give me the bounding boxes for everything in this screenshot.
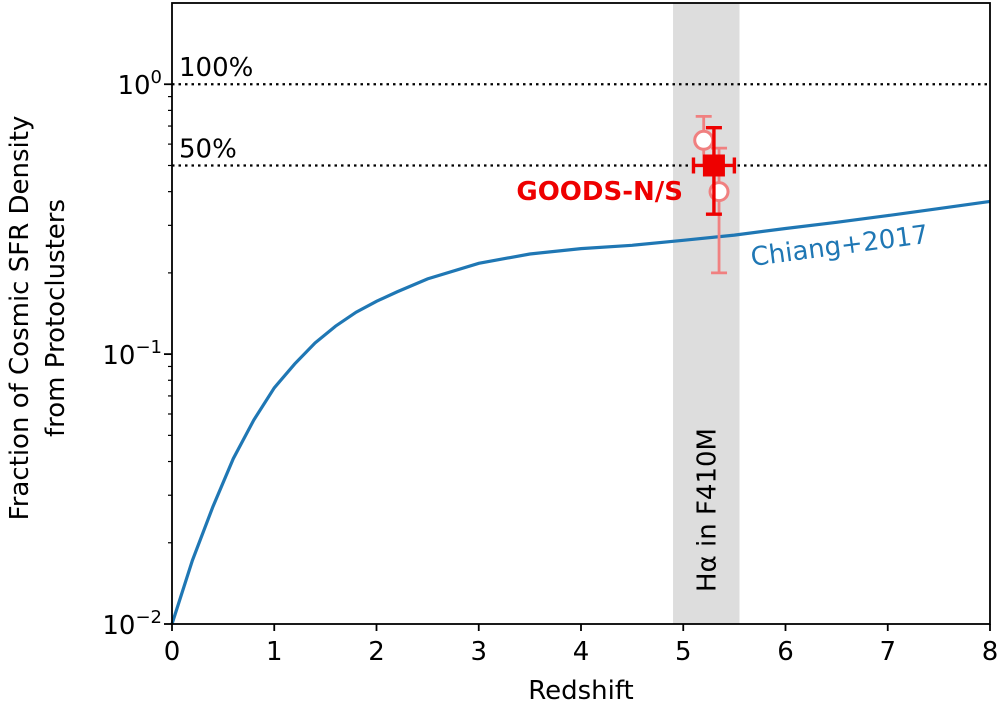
x-tick-label-3: 3 (470, 637, 487, 667)
band-label: Hα in F410M (692, 428, 722, 592)
y-tick-label-1: 10−1 (102, 337, 162, 371)
x-tick-label-5: 5 (675, 637, 692, 667)
y-tick-exponent-1: −1 (135, 337, 162, 358)
x-tick-label-7: 7 (879, 637, 896, 667)
y-tick-exponent-2: 0 (151, 67, 162, 88)
x-tick-label-6: 6 (777, 637, 794, 667)
y-axis-title-line1: Fraction of Cosmic SFR Density (5, 116, 35, 521)
x-axis-title: Redshift (528, 676, 634, 705)
plot-frame (171, 2, 991, 625)
point-1-marker (693, 129, 715, 151)
ref-label-100: 100% (179, 53, 253, 83)
series-line-0 (170, 199, 991, 625)
halpha-band (673, 3, 740, 624)
y-axis-title-line2: from Protoclusters (41, 199, 71, 437)
reference-lines-layer (172, 83, 990, 167)
halpha-band-layer (673, 3, 740, 624)
ref-label-50: 50% (179, 134, 237, 164)
y-tick-exponent-0: −2 (135, 607, 162, 628)
point-0-marker (702, 154, 725, 177)
x-tick-label-4: 4 (573, 637, 590, 667)
y-tick-label-0: 10−2 (102, 607, 162, 641)
x-tick-label-1: 1 (266, 637, 283, 667)
y-tick-label-2: 100 (117, 67, 162, 101)
curve-layer (170, 199, 991, 625)
chiang-label: Chiang+2017 (749, 220, 930, 273)
x-tick-label-8: 8 (982, 637, 999, 667)
x-tick-label-0: 0 (164, 637, 181, 667)
points-layer (691, 115, 737, 275)
x-tick-label-2: 2 (368, 637, 385, 667)
goods-label: GOODS-N/S (516, 177, 683, 207)
